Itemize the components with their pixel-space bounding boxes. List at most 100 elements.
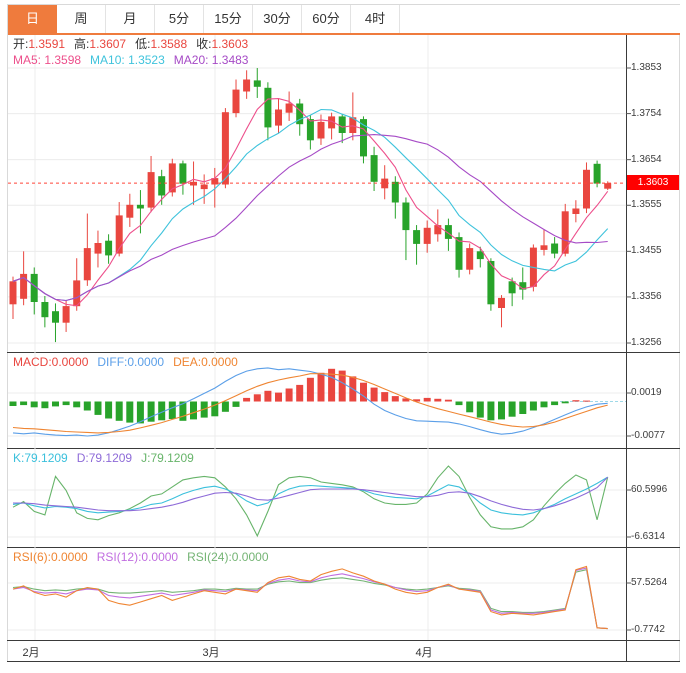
candle-body: [168, 163, 176, 193]
tab-day[interactable]: 日: [8, 5, 57, 33]
separator-main-macd: [7, 352, 680, 353]
kdj-k-line: [12, 476, 608, 516]
candle-body: [41, 302, 49, 318]
candle-body: [551, 243, 559, 254]
axis-tick-label: 1.3555: [631, 199, 662, 211]
macd-histogram-bar: [221, 401, 229, 412]
candle-body: [476, 251, 484, 260]
kdj-d-line: [13, 476, 609, 512]
axis-tick-label: -6.6314: [631, 531, 665, 542]
legend-item: MACD:0.0000: [13, 355, 89, 369]
candle-body: [413, 230, 421, 244]
candle-body: [221, 112, 229, 185]
axis-tick-label: 60.5996: [631, 484, 668, 495]
candle-body: [328, 116, 336, 129]
macd-histogram-bar: [317, 372, 325, 402]
tab-4hour[interactable]: 4时: [351, 5, 400, 33]
candle-body: [381, 178, 389, 189]
candle-body: [508, 281, 516, 294]
macd-histogram-bar: [211, 401, 219, 417]
macd-histogram-bar: [529, 401, 537, 411]
macd-legend: MACD:0.0000 DIFF:0.0000 DEA:0.0000: [13, 355, 247, 369]
candle-body: [83, 248, 91, 281]
macd-histogram-bar: [466, 401, 474, 413]
axis-tick-label: -0.0077: [631, 430, 665, 441]
axis-tick-label: 1.3256: [631, 337, 662, 348]
candle-body: [52, 311, 59, 323]
macd-histogram-bar: [275, 392, 282, 402]
candle-body: [264, 87, 272, 128]
rsi6-line: [12, 565, 608, 630]
candle-body: [296, 103, 304, 125]
candle-body: [487, 261, 495, 305]
macd-histogram-bar: [508, 401, 516, 417]
macd-histogram-bar: [20, 401, 28, 406]
candle-body: [20, 273, 28, 299]
candle-body: [179, 163, 187, 184]
axis-tick-label: 0.0019: [631, 387, 662, 398]
macd-histogram-bar: [551, 401, 559, 406]
candle-body: [360, 119, 367, 157]
legend-item: K:79.1209: [13, 451, 68, 465]
macd-histogram-bar: [413, 399, 421, 402]
candle-body: [158, 176, 166, 196]
macd-histogram-bar: [391, 396, 399, 402]
legend-item: 收:1.3603: [196, 37, 249, 51]
legend-item: 高:1.3607: [74, 37, 127, 51]
macd-histogram-bar: [306, 377, 314, 402]
axis-tick-label: 1.3654: [631, 153, 662, 165]
candle-body: [370, 155, 378, 182]
ma20-line: [12, 134, 608, 302]
macd-histogram-bar: [561, 401, 569, 404]
macd-histogram-bar: [115, 401, 123, 421]
kdj-j-line: [12, 465, 609, 538]
macd-histogram-bar: [583, 400, 590, 402]
tab-30min[interactable]: 30分: [253, 5, 302, 33]
macd-histogram-bar: [168, 401, 176, 419]
candle-body: [561, 211, 569, 254]
tab-month[interactable]: 月: [106, 5, 155, 33]
candle-body: [147, 172, 155, 208]
candle-body: [275, 109, 282, 126]
legend-item: 低:1.3588: [135, 37, 188, 51]
tab-week[interactable]: 周: [57, 5, 106, 33]
candle-body: [9, 281, 17, 305]
macd-histogram-bar: [179, 401, 187, 421]
macd-histogram-bar: [73, 401, 81, 408]
ma5-line: [12, 98, 609, 307]
period-tab-bar: 日周月 5分 15分 30分 60分 4时: [8, 5, 680, 35]
candle-body: [253, 80, 261, 87]
macd-histogram-bar: [296, 384, 304, 402]
legend-item: MA10: 1.3523: [90, 53, 165, 67]
candle-body: [349, 117, 357, 133]
candle-body: [444, 225, 452, 239]
macd-dea-line: [12, 373, 608, 434]
axis-tick-label: 1.3754: [631, 107, 662, 119]
candle-body: [391, 181, 399, 203]
candle-body: [498, 297, 505, 308]
candle-body: [190, 181, 197, 186]
macd-histogram-bar: [402, 398, 410, 402]
frame-border-top: [7, 4, 680, 5]
macd-histogram-bar: [264, 390, 272, 402]
tab-5min[interactable]: 5分: [155, 5, 204, 33]
ohlc-legend: 开:1.3591 高:1.3607 低:1.3588 收:1.3603: [13, 37, 257, 51]
tab-15min[interactable]: 15分: [204, 5, 253, 33]
candle-body: [126, 204, 134, 218]
macd-histogram-bar: [444, 399, 452, 402]
legend-item: RSI(24):0.0000: [187, 550, 269, 564]
candle-body: [115, 215, 123, 254]
candle-body: [211, 178, 219, 185]
legend-item: 开:1.3591: [13, 37, 66, 51]
separator-macd-kdj: [7, 448, 680, 449]
macd-histogram-bar: [52, 401, 59, 407]
macd-histogram-bar: [105, 401, 113, 419]
candle-body: [105, 240, 113, 256]
macd-histogram-bar: [94, 401, 102, 415]
macd-histogram-bar: [434, 398, 442, 402]
tab-60min[interactable]: 60分: [302, 5, 351, 33]
macd-histogram-bar: [360, 382, 367, 402]
candle-body: [604, 183, 612, 189]
